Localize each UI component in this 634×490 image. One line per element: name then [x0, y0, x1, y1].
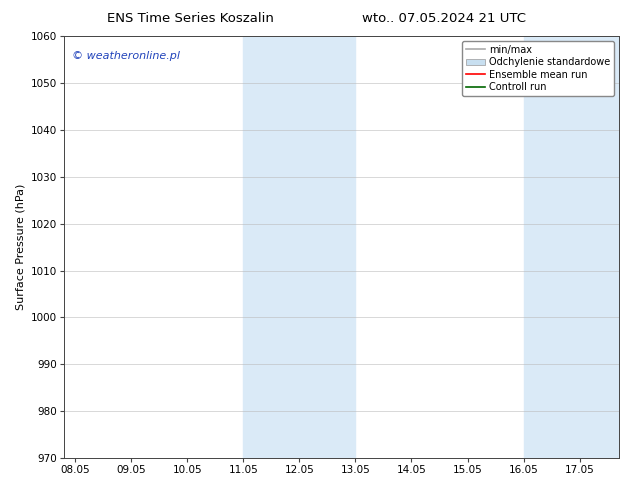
Legend: min/max, Odchylenie standardowe, Ensemble mean run, Controll run: min/max, Odchylenie standardowe, Ensembl… — [462, 41, 614, 96]
Text: wto.. 07.05.2024 21 UTC: wto.. 07.05.2024 21 UTC — [362, 12, 526, 25]
Text: © weatheronline.pl: © weatheronline.pl — [72, 51, 180, 61]
Text: ENS Time Series Koszalin: ENS Time Series Koszalin — [107, 12, 274, 25]
Bar — [243, 36, 356, 458]
Y-axis label: Surface Pressure (hPa): Surface Pressure (hPa) — [15, 184, 25, 310]
Bar — [524, 36, 619, 458]
